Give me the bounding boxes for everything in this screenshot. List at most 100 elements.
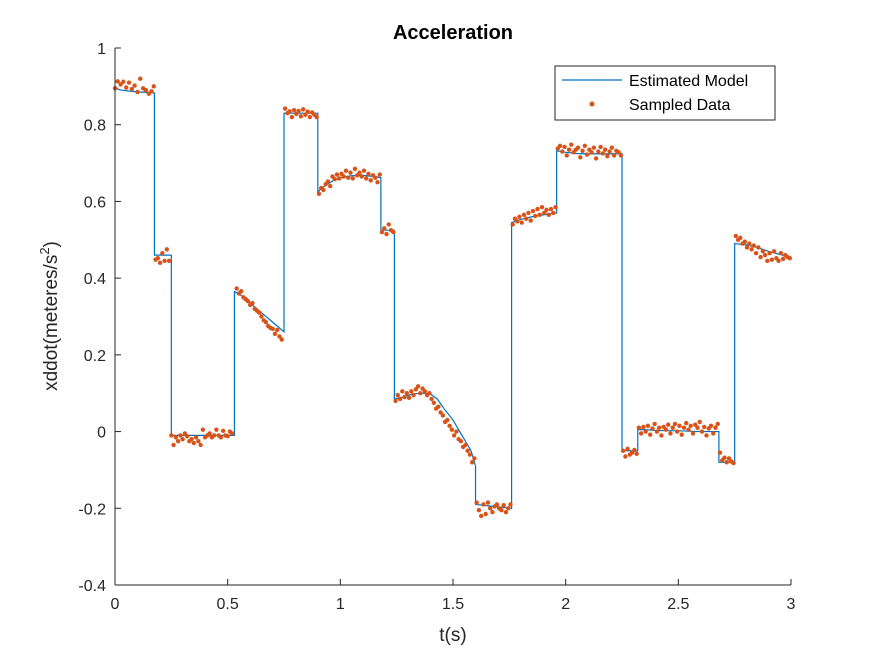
- sampled-data-point: [715, 421, 720, 427]
- sampled-data-point: [508, 502, 513, 507]
- sampled-data-point: [524, 216, 529, 221]
- sampled-data-point: [724, 460, 729, 465]
- sampled-data-point: [708, 423, 714, 429]
- sampled-data-point: [656, 425, 662, 430]
- y-axis-label-superscript: 2: [37, 247, 52, 254]
- sampled-data-point: [472, 456, 477, 461]
- sampled-data-point: [499, 508, 504, 513]
- sampled-data-point: [787, 256, 793, 261]
- sampled-data-point: [391, 229, 396, 235]
- sampled-data-point: [742, 239, 748, 244]
- sampled-data-point: [393, 398, 398, 404]
- sampled-data-point: [415, 384, 421, 389]
- x-axis-label: t(s): [439, 625, 466, 646]
- sampled-data-point: [325, 179, 331, 184]
- sampled-data-point: [569, 142, 574, 147]
- sampled-data-point: [449, 427, 455, 432]
- sampled-data-point: [438, 410, 443, 415]
- sampled-data-point: [211, 433, 217, 438]
- sampled-data-point: [334, 172, 340, 177]
- sampled-data-point: [616, 150, 621, 155]
- sampled-data-point: [458, 438, 464, 444]
- sampled-data-point: [618, 153, 624, 158]
- sampled-data-point: [279, 337, 284, 342]
- sampled-data-point: [332, 176, 337, 182]
- sampled-data-point: [600, 151, 606, 156]
- sampled-data-point: [294, 111, 299, 117]
- sampled-data-point: [652, 421, 657, 427]
- y-tick-label: 0.8: [84, 118, 106, 135]
- sampled-data-point: [200, 427, 206, 432]
- sampled-data-point: [478, 513, 484, 519]
- sampled-data-point: [135, 89, 140, 95]
- sampled-data-point: [589, 150, 594, 155]
- sampled-data-point: [166, 258, 172, 264]
- sampled-data-point: [650, 426, 655, 431]
- sampled-data-point: [350, 176, 355, 181]
- sampled-data-point: [289, 114, 295, 120]
- sampled-data-point: [402, 394, 407, 400]
- sampled-data-point: [198, 442, 203, 448]
- legend: Estimated Model Sampled Data: [554, 65, 776, 121]
- sampled-data-point: [659, 433, 664, 438]
- sampled-data-point: [560, 149, 565, 154]
- sampled-data-point: [229, 431, 235, 436]
- sampled-data-point: [463, 442, 468, 448]
- sampled-data-point: [584, 152, 590, 157]
- sampled-data-point: [645, 423, 651, 429]
- sampled-data-point: [298, 114, 304, 119]
- sampled-data-point: [149, 89, 154, 94]
- sampled-data-point: [596, 149, 601, 154]
- sampled-data-point: [731, 460, 736, 466]
- x-tick-label: 1.5: [442, 596, 464, 613]
- sampled-data-point: [132, 83, 137, 88]
- sampled-data-point: [245, 298, 251, 304]
- sampled-data-point: [404, 391, 410, 396]
- sampled-data-point: [368, 178, 373, 183]
- sampled-data-point: [366, 171, 371, 177]
- sampled-data-point: [566, 147, 572, 152]
- sampled-data-point: [602, 147, 608, 152]
- sampled-data-point: [234, 286, 239, 291]
- sampled-data-point: [575, 145, 581, 150]
- sampled-data-point: [751, 243, 757, 248]
- sampled-data-point: [218, 435, 224, 440]
- x-tick-label: 1: [336, 596, 345, 613]
- y-tick-label: -0.2: [78, 501, 106, 518]
- sampled-data-point: [487, 506, 493, 511]
- sampled-data-point: [780, 256, 786, 262]
- legend-label-model: Estimated Model: [629, 73, 748, 90]
- sampled-data-point: [175, 438, 181, 444]
- sampled-data-point: [485, 500, 491, 505]
- sampled-data-point: [397, 396, 403, 402]
- sampled-data-point: [713, 425, 718, 430]
- sampled-data-point: [681, 425, 687, 430]
- sampled-data-point: [647, 432, 653, 437]
- y-tick-label: 0.4: [84, 271, 106, 288]
- sampled-data-point: [503, 509, 509, 515]
- sampled-data-point: [431, 400, 437, 405]
- legend-label-sampled: Sampled Data: [629, 97, 730, 114]
- sampled-data-point: [704, 433, 709, 438]
- sampled-data-point: [151, 84, 156, 89]
- sampled-data-point: [634, 451, 639, 457]
- sampled-data-point: [663, 427, 669, 432]
- sampled-data-point: [214, 427, 219, 432]
- sampled-data-point: [270, 326, 275, 331]
- sampled-data-point: [238, 288, 244, 294]
- sampled-data-point: [695, 425, 700, 430]
- sampled-data-point: [623, 454, 628, 459]
- sampled-data-point: [758, 254, 763, 260]
- sampled-data-point: [778, 251, 784, 256]
- sampled-data-point: [632, 447, 637, 453]
- sampled-data-point: [551, 210, 556, 216]
- sampled-data-point: [620, 448, 626, 453]
- sampled-data-point: [341, 174, 346, 179]
- sampled-data-point: [530, 208, 536, 214]
- sampled-data-point: [483, 511, 488, 517]
- sampled-data-point: [305, 109, 310, 114]
- legend-sampled-swatch: [589, 101, 595, 107]
- sampled-data-point: [544, 207, 549, 213]
